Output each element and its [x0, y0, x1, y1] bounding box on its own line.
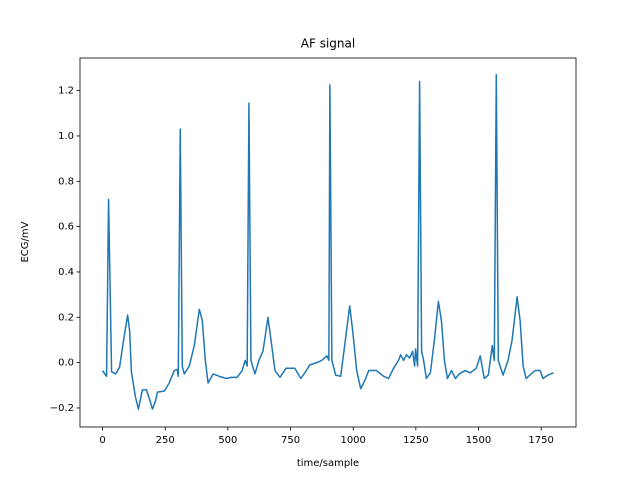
- x-tick-label: 250: [156, 435, 175, 446]
- y-tick-label: 1.0: [58, 131, 74, 142]
- y-tick-label: 0.0: [58, 358, 74, 369]
- y-tick-label: −0.2: [50, 403, 74, 414]
- y-tick-label: 0.4: [58, 267, 74, 278]
- x-tick-label: 1500: [466, 435, 491, 446]
- x-tick-label: 750: [281, 435, 300, 446]
- plot-frame: [79, 57, 577, 428]
- x-axis-label: time/sample: [297, 458, 359, 469]
- y-tick-label: 0.2: [58, 312, 74, 323]
- y-tick-label: 1.2: [58, 86, 74, 97]
- chart-title: AF signal: [301, 37, 355, 51]
- x-tick-label: 1750: [528, 435, 553, 446]
- y-tick-label: 0.8: [58, 176, 74, 187]
- x-tick-label: 1000: [340, 435, 365, 446]
- x-tick-label: 1250: [403, 435, 428, 446]
- line-series: [101, 74, 554, 410]
- x-tick-label: 500: [218, 435, 237, 446]
- y-axis-label: ECG/mV: [20, 221, 31, 262]
- y-tick-label: 0.6: [58, 222, 74, 233]
- x-tick-label: 0: [99, 435, 105, 446]
